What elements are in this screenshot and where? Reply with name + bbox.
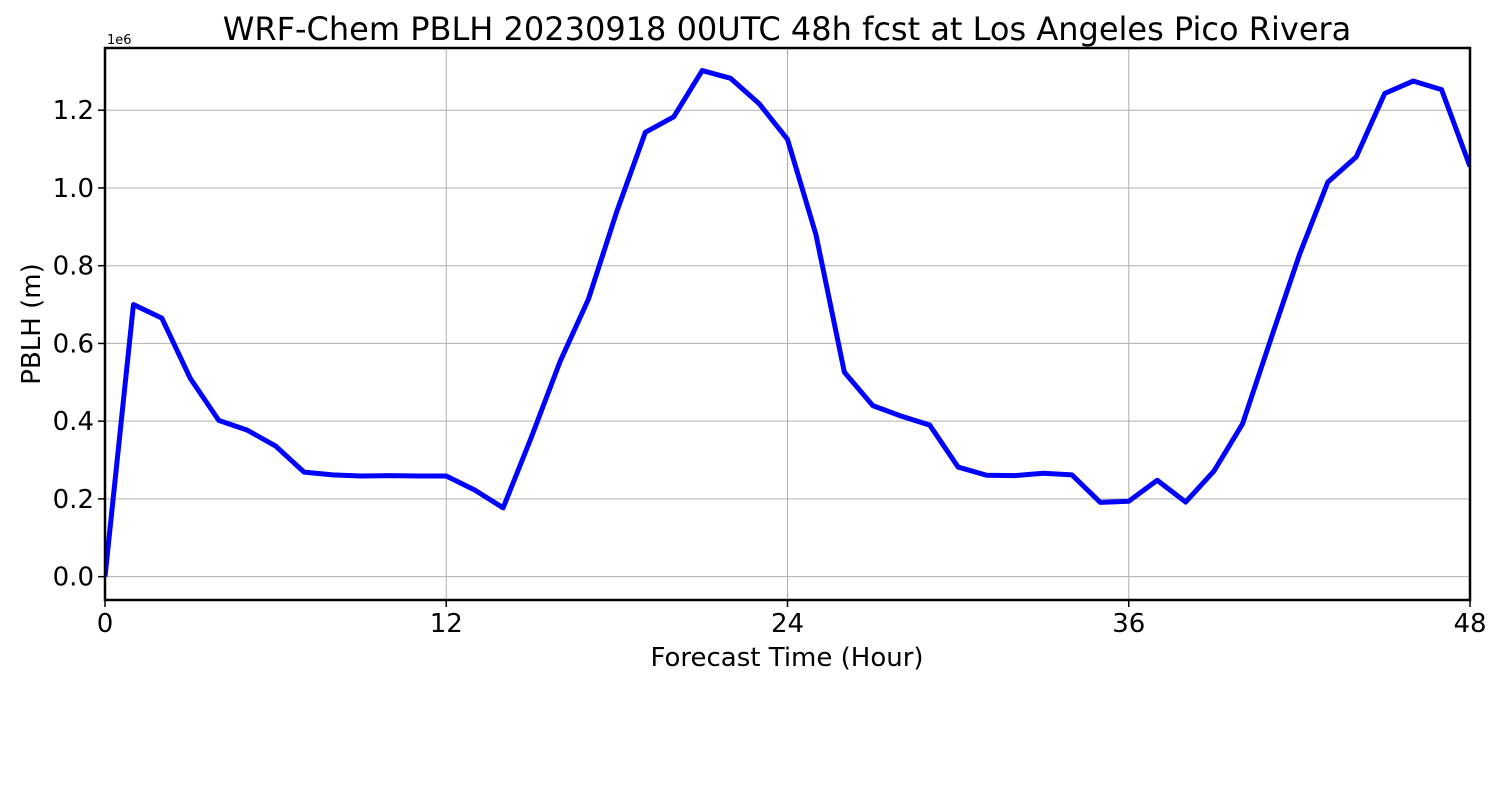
- y-tick-labels: 0.0 0.2 0.4 0.6 0.8 1.0 1.2: [53, 96, 94, 592]
- y-tick-label: 1.0: [53, 174, 94, 204]
- x-tick-label: 36: [1112, 609, 1145, 639]
- y-axis-offset-label: 1e6: [107, 33, 132, 48]
- grid-lines: [104, 48, 1471, 600]
- y-tick-label: 1.2: [53, 96, 94, 126]
- x-tick-label: 12: [430, 609, 463, 639]
- x-tick-label: 24: [771, 609, 804, 639]
- y-tick-label: 0.2: [53, 485, 94, 515]
- y-tick-label: 0.4: [53, 407, 94, 437]
- x-axis-label: Forecast Time (Hour): [650, 643, 923, 673]
- x-tick-label: 48: [1453, 609, 1486, 639]
- x-tick-label: 0: [97, 609, 114, 639]
- y-tick-label: 0.8: [53, 252, 94, 282]
- tick-marks: [98, 109, 1471, 607]
- y-tick-label: 0.6: [53, 329, 94, 359]
- y-tick-label: 0.0: [53, 563, 94, 593]
- series-layer: [105, 68, 1470, 577]
- pblh-series-line: [105, 68, 1470, 577]
- chart-title: WRF-Chem PBLH 20230918 00UTC 48h fcst at…: [223, 10, 1352, 48]
- y-axis-label: PBLH (m): [17, 263, 47, 384]
- x-tick-labels: 0 12 24 36 48: [97, 609, 1487, 639]
